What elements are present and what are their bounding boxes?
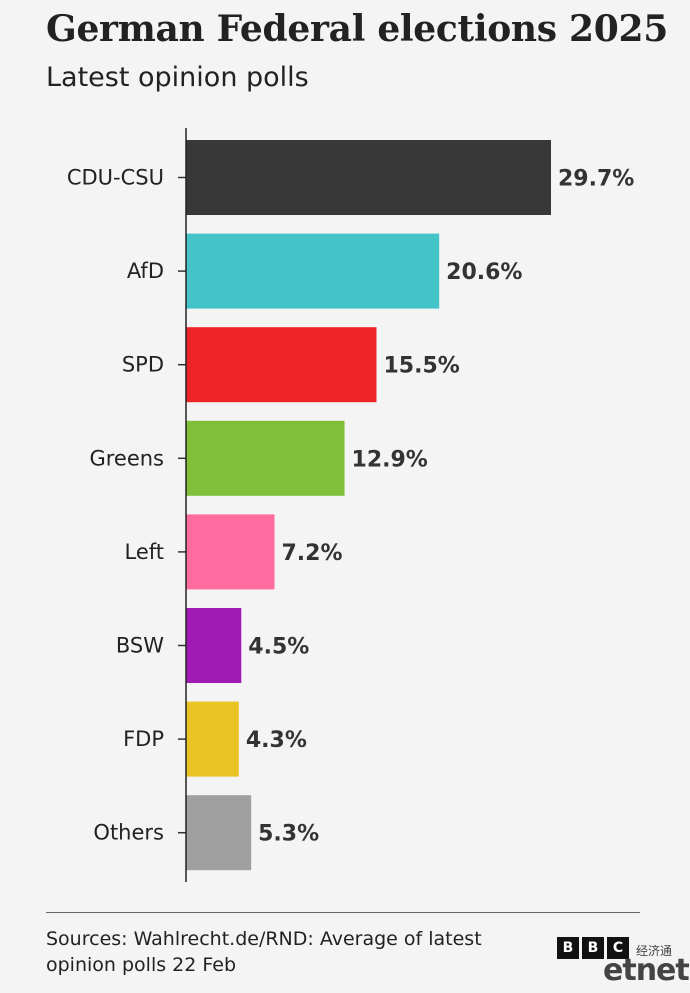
etnet-watermark: etnet bbox=[603, 953, 690, 988]
bbc-logo-letter: B bbox=[582, 937, 604, 959]
bar bbox=[186, 327, 377, 403]
category-label: AfD bbox=[127, 259, 164, 283]
bar-chart: CDU-CSU 29.7% AfD 20.6% SPD 15.5% Greens 12.9% L… bbox=[67, 128, 634, 882]
bbc-logo: B B C bbox=[557, 937, 629, 959]
value-label: 15.5% bbox=[383, 354, 459, 379]
category-label: Others bbox=[93, 821, 164, 845]
bar bbox=[186, 701, 239, 777]
bbc-logo-letter: B bbox=[557, 937, 579, 959]
bar bbox=[186, 233, 440, 309]
category-label: FDP bbox=[123, 727, 164, 751]
watermark-cn: 经济通 bbox=[636, 944, 673, 958]
value-label: 29.7% bbox=[558, 167, 634, 192]
value-label: 5.3% bbox=[258, 822, 319, 847]
chart-subtitle: Latest opinion polls bbox=[46, 62, 309, 93]
category-label: Left bbox=[124, 540, 164, 564]
category-label: CDU-CSU bbox=[67, 166, 164, 190]
bar bbox=[186, 420, 345, 496]
source-note: Sources: Wahlrecht.de/RND: Average of la… bbox=[46, 928, 482, 976]
value-label: 7.2% bbox=[281, 541, 342, 566]
value-label: 4.3% bbox=[246, 728, 307, 753]
category-label: BSW bbox=[116, 634, 164, 658]
footer-divider bbox=[46, 912, 640, 913]
value-label: 20.6% bbox=[446, 260, 522, 285]
chart-title: German Federal elections 2025 bbox=[46, 8, 669, 50]
value-label: 12.9% bbox=[352, 447, 428, 472]
bbc-logo-letter: C bbox=[607, 937, 629, 959]
bar bbox=[186, 795, 252, 871]
bar bbox=[186, 140, 551, 215]
value-label: 4.5% bbox=[248, 635, 309, 660]
category-label: Greens bbox=[89, 446, 164, 470]
bar bbox=[186, 608, 242, 683]
bar bbox=[186, 514, 275, 590]
category-label: SPD bbox=[122, 353, 164, 377]
